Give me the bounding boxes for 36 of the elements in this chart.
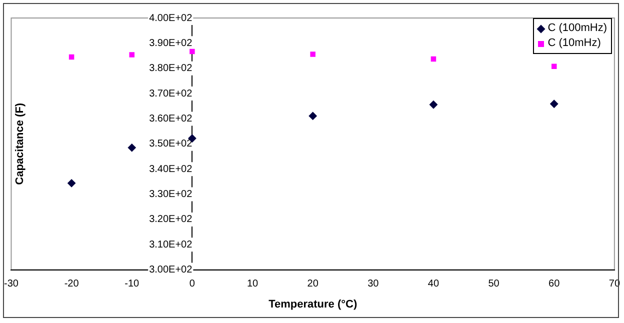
x-tick-label: 50 (488, 278, 500, 290)
y-tick-label: 3.50E+02 (149, 138, 193, 150)
y-tick-label: 4.00E+02 (149, 12, 193, 24)
x-axis-title: Temperature (°C) (268, 298, 358, 310)
point (68, 179, 76, 188)
point (430, 56, 436, 62)
point (551, 64, 557, 69)
x-tick-label: 60 (548, 278, 560, 290)
point (429, 100, 438, 109)
y-tick-label: 3.60E+02 (149, 113, 193, 124)
point (550, 100, 558, 108)
y-axis-title: Capacitance (F) (14, 102, 26, 185)
legend-label: C (100mHz) (548, 21, 607, 36)
y-tick-label: 3.20E+02 (149, 214, 193, 226)
y-tick-label: 3.30E+02 (149, 189, 193, 200)
point (129, 52, 134, 58)
x-tick-label: -10 (124, 278, 140, 290)
x-tick-label: 40 (428, 278, 440, 290)
point (68, 54, 74, 60)
y-tick-label: 3.00E+02 (149, 264, 193, 276)
x-tick-label: -20 (64, 278, 80, 290)
y-tick-label: 3.40E+02 (149, 164, 193, 175)
y-tick-label: 3.70E+02 (149, 88, 193, 100)
point (310, 52, 316, 57)
x-tick-label: 20 (307, 278, 319, 290)
point (128, 144, 136, 152)
point (308, 112, 317, 120)
y-tick-label: 3.10E+02 (149, 239, 193, 250)
legend-label: C (10mHz) (548, 36, 601, 51)
x-tick-label: 10 (246, 278, 259, 290)
point (190, 48, 195, 54)
y-tick-label: 3.90E+02 (149, 38, 193, 49)
y-tick-label: 3.80E+02 (149, 63, 193, 74)
x-tick-label: -30 (4, 278, 19, 290)
x-tick-label: 0 (189, 278, 196, 290)
x-tick-label: 30 (368, 278, 380, 290)
